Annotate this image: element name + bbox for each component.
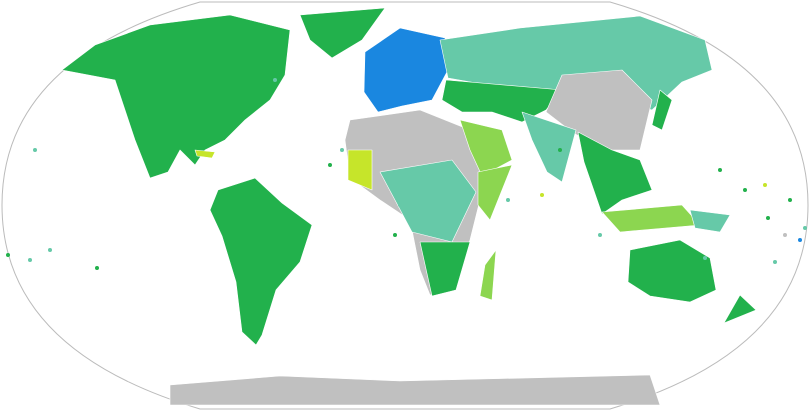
region-australia [627, 239, 717, 303]
island-marker [328, 163, 332, 167]
region-north-america [61, 14, 291, 179]
region-africa-central [379, 159, 477, 243]
island-marker [718, 168, 722, 172]
island-marker [783, 233, 787, 237]
island-marker [48, 248, 52, 252]
island-marker [788, 198, 792, 202]
island-marker [743, 188, 747, 192]
island-marker [28, 258, 32, 262]
region-india [521, 111, 577, 183]
island-marker [798, 238, 802, 242]
island-marker [803, 226, 807, 230]
island-marker [558, 148, 562, 152]
island-marker [763, 183, 767, 187]
island-marker [506, 198, 510, 202]
region-japan [651, 89, 673, 131]
region-west-africa [347, 149, 373, 191]
region-greenland [299, 7, 386, 59]
region-antarctica [169, 374, 661, 406]
region-africa-south [419, 241, 471, 297]
island-marker [95, 266, 99, 270]
region-southeast-asia [577, 131, 653, 215]
island-marker [540, 193, 544, 197]
island-marker [773, 260, 777, 264]
region-new-zealand [723, 294, 757, 324]
region-europe [363, 27, 449, 113]
island-marker [598, 233, 602, 237]
region-horn-of-africa [477, 164, 513, 221]
region-caribbean [194, 149, 216, 159]
island-marker [273, 78, 277, 82]
island-marker [6, 253, 10, 257]
region-south-america [209, 177, 313, 346]
region-madagascar [479, 249, 497, 301]
island-marker [703, 256, 707, 260]
region-papua [689, 209, 731, 233]
island-marker [398, 203, 402, 207]
island-marker [33, 148, 37, 152]
island-marker [766, 216, 770, 220]
island-marker [393, 233, 397, 237]
island-marker [340, 148, 344, 152]
